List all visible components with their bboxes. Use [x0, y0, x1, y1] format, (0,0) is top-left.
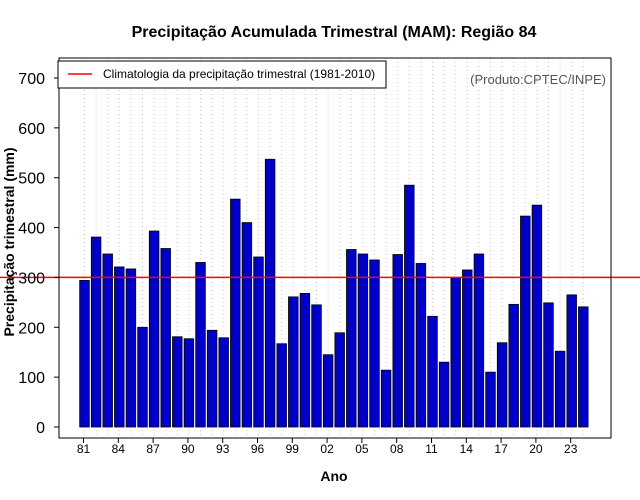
y-tick-label: 100	[18, 370, 45, 387]
bar-81	[79, 280, 90, 428]
x-tick-label: 11	[425, 442, 438, 456]
bar-24	[578, 306, 589, 428]
bar-05	[357, 253, 369, 428]
bar-22	[554, 350, 566, 428]
y-tick-label: 400	[18, 221, 45, 238]
x-tick-label: 99	[286, 442, 300, 456]
x-tick-label: 96	[251, 442, 265, 456]
x-tick-label: 81	[77, 442, 91, 456]
bar-95	[241, 222, 253, 428]
bar-08	[392, 254, 403, 428]
x-axis-label: Ano	[320, 468, 347, 484]
bar-11	[427, 315, 438, 428]
bar-23	[566, 294, 577, 428]
x-tick-label: 87	[146, 442, 160, 456]
y-tick-label: 700	[18, 71, 45, 88]
x-tick-label: 08	[390, 442, 404, 456]
x-tick-label: 17	[494, 442, 508, 456]
bar-87	[148, 230, 160, 428]
x-tick-label: 93	[216, 442, 230, 456]
x-tick-label: 23	[564, 442, 578, 456]
bar-21	[543, 302, 554, 428]
bar-18	[508, 303, 519, 428]
bar-10	[415, 263, 427, 428]
bar-00	[299, 292, 311, 428]
x-tick-label: 02	[320, 442, 334, 456]
bar-17	[496, 342, 508, 428]
bar-88	[160, 248, 171, 428]
bar-90	[183, 338, 195, 428]
bar-98	[276, 343, 287, 428]
bar-19	[520, 215, 531, 428]
credit-text: (Produto:CPTEC/INPE)	[470, 72, 606, 87]
bar-12	[438, 361, 450, 428]
chart-title: Precipitação Acumulada Trimestral (MAM):…	[132, 24, 537, 41]
bar-20	[531, 204, 543, 428]
y-axis: 0 100 200 300 400 500 600 700	[18, 71, 59, 437]
bar-94	[230, 198, 241, 428]
legend-box	[57, 60, 387, 89]
bar-86	[137, 326, 148, 428]
x-tick-label: 05	[355, 442, 369, 456]
bar-13	[450, 277, 461, 428]
bar-89	[172, 336, 183, 428]
bar-07	[380, 369, 392, 428]
x-tick-label: 90	[181, 442, 195, 456]
grid	[84, 58, 584, 438]
bar-96	[253, 256, 264, 428]
bar-01	[311, 304, 322, 428]
bar-14	[462, 269, 473, 428]
x-tick-label: 14	[460, 442, 474, 456]
y-tick-label: 600	[18, 121, 45, 138]
legend-label: Climatologia da precipitação trimestral …	[103, 67, 375, 81]
bar-93	[218, 337, 229, 428]
x-tick-label: 84	[112, 442, 126, 456]
bar-02	[322, 354, 334, 428]
x-tick-label: 20	[529, 442, 543, 456]
bar-04	[346, 249, 357, 428]
bar-84	[114, 266, 125, 428]
plot-frame	[58, 57, 612, 439]
bar-09	[404, 184, 415, 428]
bar-16	[485, 371, 496, 428]
bars	[79, 158, 589, 428]
bar-91	[195, 262, 206, 428]
bar-83	[102, 253, 113, 428]
y-tick-label: 200	[18, 320, 45, 337]
bar-99	[288, 296, 299, 428]
bar-97	[264, 158, 276, 428]
y-tick-label: 0	[36, 420, 45, 437]
bar-82	[90, 236, 102, 428]
x-axis: 81 84 87 90 93 96 99 02 05 08 11 14 17 20 23	[77, 438, 578, 456]
legend: Climatologia da precipitação trimestral …	[57, 60, 387, 89]
bar-92	[206, 329, 218, 428]
bar-06	[369, 259, 380, 428]
bar-85	[125, 268, 137, 428]
y-axis-label: Precipitação trimestral (mm)	[1, 147, 17, 336]
bar-03	[334, 332, 345, 428]
bar-15	[473, 253, 485, 428]
y-tick-label: 500	[18, 171, 45, 188]
y-tick-label: 300	[18, 270, 45, 287]
